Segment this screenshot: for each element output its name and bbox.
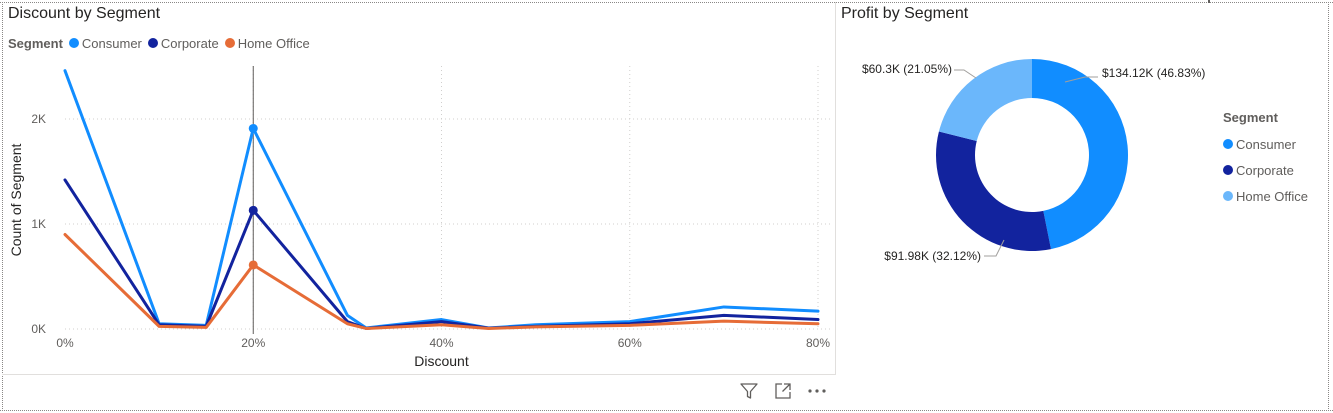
donut-legend-dot-corporate bbox=[1223, 165, 1233, 175]
data-label-leader-corporate bbox=[984, 239, 1005, 257]
filter-button[interactable] bbox=[738, 380, 760, 402]
legend-label-consumer: Consumer bbox=[81, 35, 142, 51]
x-tick-label: 0% bbox=[56, 336, 74, 350]
donut-legend-title: Segment bbox=[1223, 110, 1278, 125]
donut-chart-title: Profit by Segment bbox=[841, 5, 969, 22]
more-options-button[interactable] bbox=[806, 380, 828, 402]
donut-legend-dot-home-office bbox=[1223, 191, 1233, 201]
focus-mode-button[interactable] bbox=[772, 380, 794, 402]
data-label-leader-home-office bbox=[954, 69, 977, 79]
donut-slice-consumer bbox=[1032, 59, 1129, 250]
donut-legend-label-home-office: Home Office bbox=[1236, 188, 1309, 204]
x-axis-title: Discount bbox=[414, 353, 469, 369]
line-chart-plot[interactable]: 0% 20% 40% 60% 80% 0K 1K 2K Discount Count of Seg… bbox=[0, 0, 840, 376]
donut-legend-label-consumer: Consumer bbox=[1236, 136, 1296, 152]
visual-toolbar bbox=[738, 380, 840, 402]
highlight-point-consumer bbox=[248, 123, 258, 133]
highlight-point-home-office bbox=[248, 260, 258, 270]
x-tick-label: 60% bbox=[618, 336, 642, 350]
legend-label-home-office: Home Office bbox=[237, 35, 310, 51]
page-border-right bbox=[1328, 2, 1329, 411]
data-label-consumer: $134.12K (46.83%) bbox=[1102, 66, 1205, 80]
y-tick-label: 1K bbox=[31, 217, 46, 231]
legend-dot-consumer bbox=[68, 38, 79, 48]
line-chart-title: Discount by Segment bbox=[8, 5, 161, 22]
legend-dot-home-office bbox=[224, 38, 235, 48]
donut-legend-item-corporate[interactable]: Corporate bbox=[1223, 157, 1308, 183]
corner-marker bbox=[1208, 0, 1210, 3]
line-chart-visual[interactable] bbox=[2, 2, 836, 375]
focus-mode-icon bbox=[775, 383, 791, 399]
data-label-home-office: $60.3K (21.05%) bbox=[862, 62, 952, 76]
donut-slice-home-office bbox=[938, 59, 1032, 142]
x-tick-label: 40% bbox=[429, 336, 453, 350]
donut-slice-corporate bbox=[936, 131, 1051, 252]
series-line-consumer bbox=[63, 69, 820, 330]
x-tick-label: 20% bbox=[241, 336, 265, 350]
y-tick-label: 0K bbox=[31, 322, 46, 336]
donut-legend-item-consumer[interactable]: Consumer bbox=[1223, 131, 1308, 157]
donut-legend-label-corporate: Corporate bbox=[1236, 162, 1294, 178]
y-axis-title: Count of Segment bbox=[8, 143, 24, 256]
legend-item-home-office[interactable]: Home Office bbox=[224, 35, 310, 51]
data-label-leader-consumer bbox=[1064, 76, 1098, 83]
highlight-point-corporate bbox=[248, 205, 258, 215]
legend-item-corporate[interactable]: Corporate bbox=[147, 35, 219, 51]
legend-label-corporate: Corporate bbox=[160, 35, 219, 51]
line-chart-legend: Segment Consumer Corporate Home Office bbox=[8, 34, 316, 52]
line-legend-title: Segment bbox=[8, 35, 63, 51]
series-line-home-office bbox=[63, 233, 820, 330]
page-border-left bbox=[2, 2, 3, 411]
page-border-bottom bbox=[0, 410, 1333, 411]
data-label-corporate: $91.98K (32.12%) bbox=[884, 249, 981, 263]
donut-legend-item-home-office[interactable]: Home Office bbox=[1223, 183, 1308, 209]
page-border-top bbox=[0, 2, 1333, 3]
x-tick-label: 80% bbox=[806, 336, 830, 350]
filter-icon bbox=[740, 383, 758, 399]
y-tick-label: 2K bbox=[31, 112, 46, 126]
donut-legend-dot-consumer bbox=[1223, 139, 1233, 149]
donut-legend: Segment Consumer Corporate Home Office bbox=[1223, 110, 1308, 209]
donut-chart-plot[interactable]: $134.12K (46.83%) $91.98K (32.12%) $60.3K … bbox=[840, 30, 1210, 290]
legend-item-consumer[interactable]: Consumer bbox=[68, 35, 142, 51]
more-options-icon bbox=[808, 389, 826, 393]
legend-dot-corporate bbox=[147, 38, 158, 48]
